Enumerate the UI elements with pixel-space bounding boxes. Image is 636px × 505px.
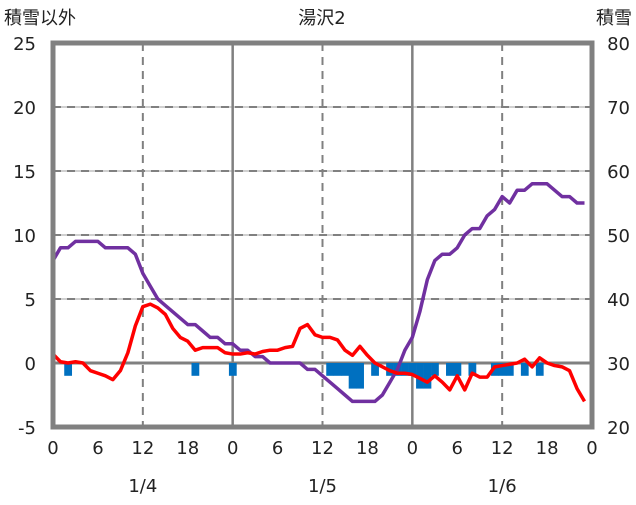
x-tick-label: 12 xyxy=(311,438,334,459)
y-left-tick-label: 0 xyxy=(25,354,36,375)
precip-bar xyxy=(64,363,73,376)
date-label: 1/5 xyxy=(308,476,337,497)
date-label: 1/4 xyxy=(128,476,157,497)
date-label: 1/6 xyxy=(488,476,517,497)
precip-bar xyxy=(498,363,507,376)
y-left-tick-label: 10 xyxy=(13,226,36,247)
precip-bar xyxy=(341,363,350,376)
precip-bar xyxy=(348,363,357,389)
y-left-tick-label: 25 xyxy=(13,34,36,55)
y-left-tick-label: -5 xyxy=(18,418,36,439)
x-tick-label: 6 xyxy=(452,438,463,459)
precip-bar xyxy=(423,363,432,389)
precip-bar xyxy=(468,363,477,376)
y-left-tick-label: 15 xyxy=(13,162,36,183)
precip-bar xyxy=(446,363,454,376)
bars xyxy=(64,363,544,389)
precip-bar xyxy=(431,363,439,376)
x-tick-label: 18 xyxy=(176,438,199,459)
y-right-tick-label: 40 xyxy=(607,290,630,311)
precip-bar xyxy=(416,363,424,389)
chart-title: 湯沢2 xyxy=(298,8,345,29)
y-right-tick-label: 80 xyxy=(607,34,630,55)
x-tick-label: 18 xyxy=(536,438,559,459)
y-right-tick-label: 60 xyxy=(607,162,630,183)
right-axis-title: 積雪 xyxy=(596,8,632,29)
left-axis-title: 積雪以外 xyxy=(4,8,76,29)
precip-bar xyxy=(535,363,544,376)
precip-bar xyxy=(401,363,409,376)
x-tick-label: 6 xyxy=(272,438,283,459)
y-left-tick-label: 5 xyxy=(25,290,36,311)
snow-depth-line xyxy=(51,182,585,404)
precip-bar xyxy=(505,363,514,376)
temperature-line xyxy=(51,302,587,403)
precip-bar xyxy=(371,363,379,376)
plot-frame xyxy=(50,40,595,430)
x-tick-label: 0 xyxy=(407,438,418,459)
precip-bar xyxy=(356,363,364,389)
x-tick-label: 0 xyxy=(227,438,238,459)
precip-bar xyxy=(333,363,342,376)
precip-bar xyxy=(520,363,529,376)
x-tick-label: 0 xyxy=(47,438,58,459)
y-right-tick-label: 50 xyxy=(607,226,630,247)
precip-bar xyxy=(453,363,462,376)
y-right-tick-label: 70 xyxy=(607,98,630,119)
x-tick-label: 6 xyxy=(92,438,103,459)
x-tick-label: 12 xyxy=(491,438,514,459)
precip-bar xyxy=(326,363,335,376)
y-left-tick-label: 20 xyxy=(13,98,36,119)
precip-bar xyxy=(408,363,417,376)
x-tick-label: 12 xyxy=(131,438,154,459)
x-tick-label: 0 xyxy=(586,438,597,459)
precip-bar xyxy=(191,363,200,376)
lines xyxy=(51,182,587,404)
y-right-tick-label: 20 xyxy=(607,418,630,439)
x-tick-label: 18 xyxy=(356,438,379,459)
precip-bar xyxy=(228,363,237,376)
y-right-tick-label: 30 xyxy=(607,354,630,375)
